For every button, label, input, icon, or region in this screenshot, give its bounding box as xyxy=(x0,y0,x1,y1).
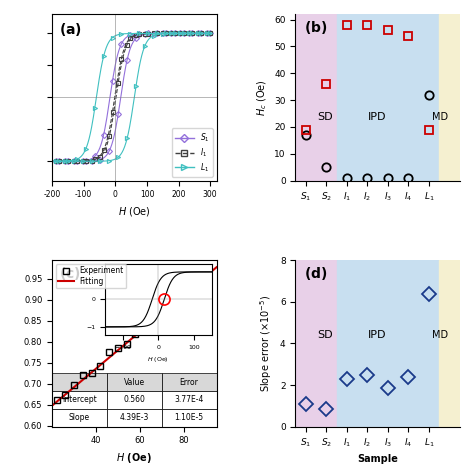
Bar xyxy=(337,14,439,181)
Bar xyxy=(337,260,439,427)
Text: SD: SD xyxy=(317,112,333,122)
Bar xyxy=(295,14,337,181)
Text: $\mathbf{(c)}$: $\mathbf{(c)}$ xyxy=(59,265,81,283)
Bar xyxy=(439,14,460,181)
Y-axis label: Slope error ($\times10^{-5}$): Slope error ($\times10^{-5}$) xyxy=(259,295,274,392)
X-axis label: $H$ (Oe): $H$ (Oe) xyxy=(118,205,151,218)
Text: MD: MD xyxy=(432,330,448,340)
Bar xyxy=(439,260,460,427)
Legend: Experiment, Fitting: Experiment, Fitting xyxy=(56,264,126,288)
Bar xyxy=(295,260,337,427)
Legend: $S_1$, $I_1$, $L_1$: $S_1$, $I_1$, $L_1$ xyxy=(172,128,213,177)
Text: IPD: IPD xyxy=(368,112,387,122)
Text: $\mathbf{(b)}$: $\mathbf{(b)}$ xyxy=(304,19,327,36)
Text: MD: MD xyxy=(432,112,448,122)
Text: Sample $S_1$: Sample $S_1$ xyxy=(137,265,185,278)
Text: IPD: IPD xyxy=(368,330,387,340)
X-axis label: $H$ (Oe): $H$ (Oe) xyxy=(117,451,152,465)
Text: $\mathbf{(d)}$: $\mathbf{(d)}$ xyxy=(304,265,327,283)
Text: $\mathbf{(a)}$: $\mathbf{(a)}$ xyxy=(59,21,82,38)
X-axis label: Sample: Sample xyxy=(357,455,398,465)
Y-axis label: $H_c$ (Oe): $H_c$ (Oe) xyxy=(255,79,269,116)
Text: SD: SD xyxy=(317,330,333,340)
